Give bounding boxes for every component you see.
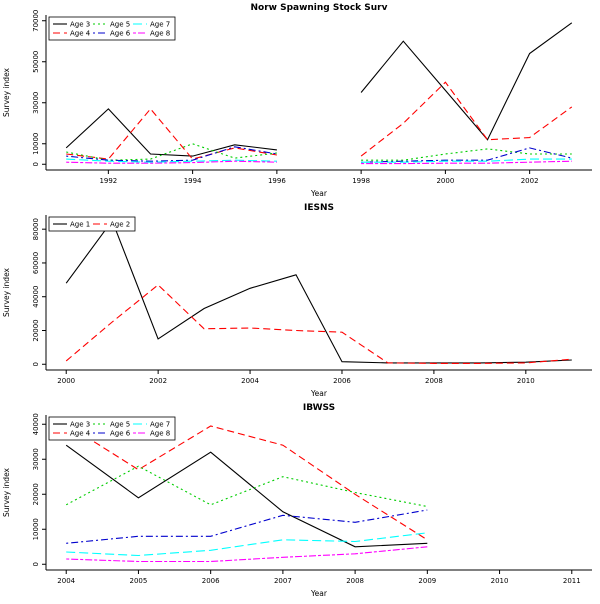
chart-svg-norw-spawning: Norw Spawning Stock Surv 1992 1994 1996 1998… bbox=[2, 3, 592, 198]
x-axis-label: Year bbox=[310, 389, 328, 398]
series-line-age-8 bbox=[66, 160, 572, 165]
series-line-age-6 bbox=[66, 146, 572, 163]
x-tick-label: 2004 bbox=[57, 577, 75, 585]
legend-label: Age 5 bbox=[110, 21, 130, 29]
chart-ibwss: IBWSS 2004 2005 2006 2007 2008 2009 2010 2011 0 10… bbox=[0, 400, 600, 600]
legend-label: Age 8 bbox=[150, 430, 170, 438]
chart-norw-spawning-stock-surv: Norw Spawning Stock Surv 1992 1994 1996 1998… bbox=[0, 0, 600, 200]
y-tick-label: 40000 bbox=[32, 286, 40, 308]
y-tick-label: 0 bbox=[32, 162, 40, 166]
chart-svg-iesns: IESNS 2000 2002 2004 2006 2008 2010 0 20000 40000… bbox=[2, 203, 592, 398]
chart-title: IBWSS bbox=[303, 403, 335, 413]
x-tick-label: 2000 bbox=[57, 377, 75, 385]
y-tick-label: 10000 bbox=[32, 518, 40, 540]
y-tick-label: 60000 bbox=[32, 252, 40, 274]
series-line-age-7 bbox=[66, 158, 572, 163]
y-tick-label: 30000 bbox=[32, 448, 40, 470]
y-tick-label: 70000 bbox=[32, 10, 40, 32]
legend-label: Age 8 bbox=[150, 30, 170, 38]
legend-label: Age 2 bbox=[110, 221, 130, 229]
y-tick-label: 10000 bbox=[32, 133, 40, 155]
chart-svg-ibwss: IBWSS 2004 2005 2006 2007 2008 2009 2010 2011 0 10… bbox=[2, 403, 592, 598]
x-tick-label: 1998 bbox=[352, 177, 370, 185]
legend-label: Age 4 bbox=[70, 30, 91, 38]
y-tick-label: 50000 bbox=[32, 51, 40, 73]
x-tick-label: 2000 bbox=[436, 177, 454, 185]
series-line-age-6 bbox=[66, 509, 428, 544]
chart-title: IESNS bbox=[304, 203, 334, 213]
legend-label: Age 7 bbox=[150, 21, 170, 29]
series-line-age-4 bbox=[65, 423, 428, 541]
legend-label: Age 4 bbox=[70, 430, 91, 438]
x-tick-label: 1994 bbox=[184, 177, 202, 185]
x-axis-label: Year bbox=[310, 189, 328, 198]
y-tick-label: 80000 bbox=[32, 218, 40, 240]
x-axis-label: Year bbox=[310, 589, 328, 598]
series-line-age-8 bbox=[66, 546, 428, 563]
legend-box bbox=[48, 216, 136, 232]
series-line-age-4 bbox=[66, 81, 573, 160]
legend-label: Age 3 bbox=[70, 421, 90, 429]
legend-label: Age 1 bbox=[70, 221, 90, 229]
legend-label: Age 6 bbox=[110, 430, 131, 438]
series-line-age-7 bbox=[66, 532, 428, 557]
series-line-age-3 bbox=[65, 444, 428, 548]
y-tick-label: 30000 bbox=[32, 92, 40, 114]
legend-label: Age 7 bbox=[150, 421, 170, 429]
x-tick-label: 2008 bbox=[425, 377, 443, 385]
series-line-age-3 bbox=[65, 22, 573, 157]
x-tick-label: 2002 bbox=[149, 377, 167, 385]
series-line-age-2 bbox=[65, 284, 572, 364]
legend-label: Age 5 bbox=[110, 421, 130, 429]
chart-iesns: IESNS 2000 2002 2004 2006 2008 2010 0 20000 40000… bbox=[0, 200, 600, 400]
legend: Age 1 Age 2 bbox=[48, 216, 136, 232]
x-tick-label: 2008 bbox=[346, 577, 364, 585]
legend-label: Age 3 bbox=[70, 21, 90, 29]
x-tick-label: 2005 bbox=[130, 577, 148, 585]
x-tick-label: 2009 bbox=[418, 577, 436, 585]
x-tick-label: 2010 bbox=[491, 577, 509, 585]
legend-label: Age 6 bbox=[110, 30, 131, 38]
legend-box bbox=[48, 416, 176, 441]
y-tick-label: 0 bbox=[32, 562, 40, 566]
x-tick-label: 2004 bbox=[241, 377, 259, 385]
x-tick-label: 2006 bbox=[202, 577, 220, 585]
series-line-age-5 bbox=[65, 465, 428, 508]
y-tick-label: 40000 bbox=[32, 413, 40, 435]
legend-box bbox=[48, 16, 176, 41]
x-tick-label: 2006 bbox=[333, 377, 351, 385]
x-tick-label: 1992 bbox=[99, 177, 117, 185]
y-tick-label: 0 bbox=[32, 362, 40, 366]
chart-title: Norw Spawning Stock Surv bbox=[250, 3, 387, 13]
y-axis-label: Survey index bbox=[2, 467, 11, 517]
y-axis-label: Survey index bbox=[2, 267, 11, 317]
x-tick-label: 1996 bbox=[268, 177, 286, 185]
y-axis-label: Survey index bbox=[2, 67, 11, 117]
y-tick-label: 20000 bbox=[32, 483, 40, 505]
y-tick-label: 20000 bbox=[32, 319, 40, 341]
series-line-age-1 bbox=[65, 219, 572, 364]
x-tick-label: 2011 bbox=[563, 577, 581, 585]
x-tick-label: 2002 bbox=[521, 177, 539, 185]
x-tick-label: 2007 bbox=[274, 577, 292, 585]
series-line-age-5 bbox=[66, 143, 572, 161]
x-tick-label: 2010 bbox=[517, 377, 535, 385]
